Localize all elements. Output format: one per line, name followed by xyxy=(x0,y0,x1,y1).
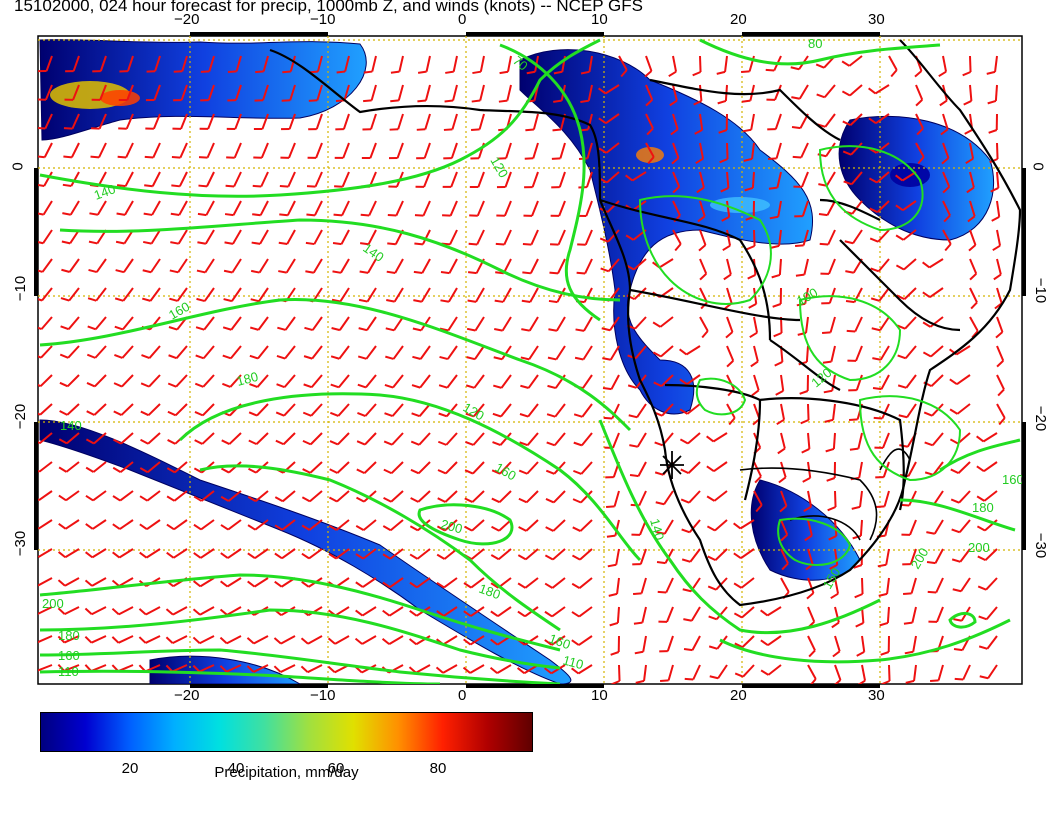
colorbar-tick: 80 xyxy=(429,760,447,777)
figure-title: 15102000, 024 hour forecast for precip, … xyxy=(14,0,643,15)
colorbar-tick: 20 xyxy=(121,760,139,777)
contour-label: 140 xyxy=(92,181,118,203)
contour-label: 180 xyxy=(58,628,80,643)
coastlines xyxy=(269,39,1022,607)
lon-tick-top: 10 xyxy=(591,11,608,28)
precip-cores xyxy=(50,81,930,213)
contour-label: 80 xyxy=(808,36,822,51)
lon-tick-bottom: 10 xyxy=(591,687,608,704)
contour-label: 200 xyxy=(439,516,464,536)
lon-tick-top: −20 xyxy=(174,11,200,28)
lon-tick-bottom: −10 xyxy=(310,687,336,704)
contour-label: 180 xyxy=(235,369,260,389)
lon-tick-top: −10 xyxy=(310,11,336,28)
precipitation-areas xyxy=(39,39,995,684)
colorbar-label: Precipitation, mm/day xyxy=(214,764,359,781)
contour-label: 140 xyxy=(60,418,82,433)
lon-tick-bottom: 20 xyxy=(730,687,747,704)
lon-tick-bottom: 0 xyxy=(458,687,467,704)
contour-label: 200 xyxy=(42,596,64,611)
contour-label: 200 xyxy=(968,540,990,555)
station-marker xyxy=(660,451,684,479)
colorbar-tick: 60 xyxy=(327,760,345,777)
contour-label: 180 xyxy=(477,581,503,603)
contour-label: 160 xyxy=(547,631,573,653)
precip-colorbar: 20 40 60 80 xyxy=(40,712,533,777)
contour-label: 160 xyxy=(1002,472,1024,487)
contour-label: 180 xyxy=(972,500,994,515)
colorbar-gradient xyxy=(40,712,533,752)
contour-label: 110 xyxy=(561,652,585,672)
lon-tick-bottom: −20 xyxy=(174,687,200,704)
contour-label: 140 xyxy=(647,517,667,542)
height-contours xyxy=(39,38,1021,684)
lon-tick-bottom: 30 xyxy=(868,687,885,704)
land-contours xyxy=(638,145,962,566)
contour-label: 110 xyxy=(58,664,79,679)
lon-tick-top: 20 xyxy=(730,11,747,28)
colorbar-tick: 40 xyxy=(227,760,245,777)
axis-tick-bars xyxy=(34,32,1026,688)
lon-tick-top: 0 xyxy=(458,11,467,28)
contour-label: 160 xyxy=(58,648,80,663)
lon-tick-top: 30 xyxy=(868,11,885,28)
